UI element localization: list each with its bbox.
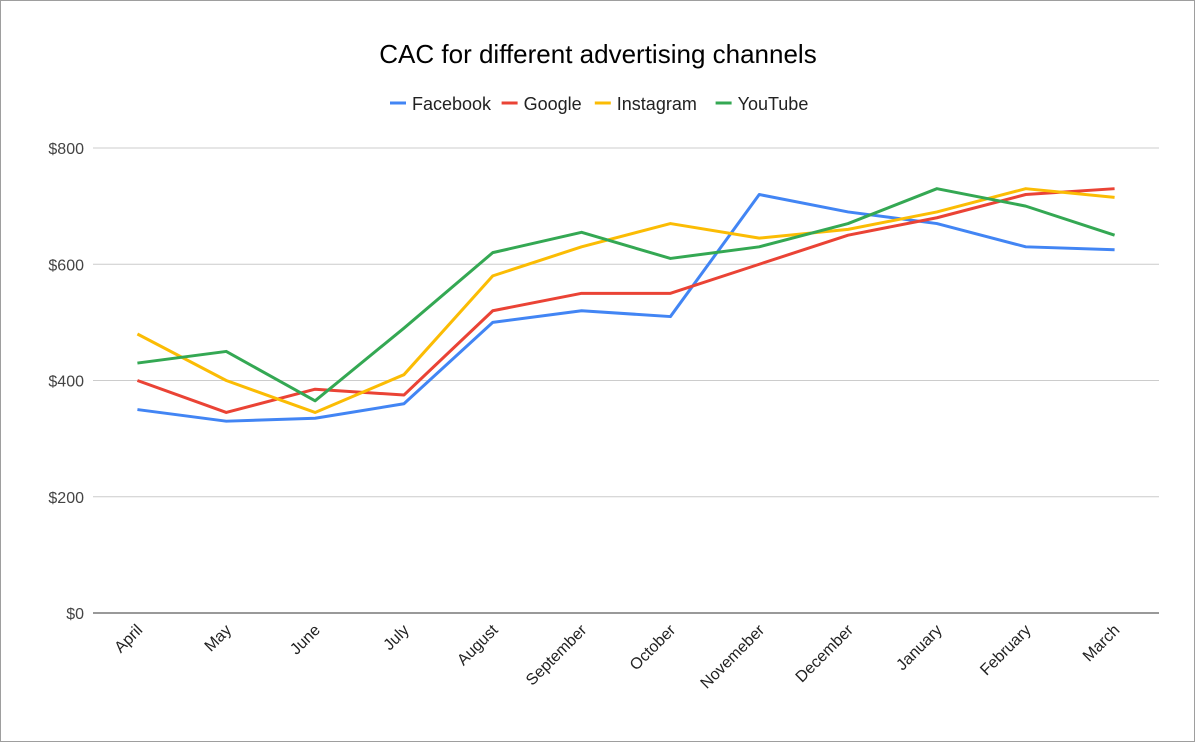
chart-title: CAC for different advertising channels xyxy=(379,39,816,69)
y-tick-label: $800 xyxy=(48,141,84,158)
series-line-instagram xyxy=(136,187,1115,414)
x-tick-label: July xyxy=(381,622,413,654)
legend-label: Instagram xyxy=(617,94,697,114)
legend-label: YouTube xyxy=(738,94,809,114)
x-tick-label: August xyxy=(454,621,502,669)
series-line-google xyxy=(136,187,1115,414)
x-tick-label: May xyxy=(202,622,235,655)
legend: Facebook Google Instagram YouTube xyxy=(390,94,808,114)
series-line-youtube xyxy=(137,187,1116,403)
x-tick-label: February xyxy=(977,622,1034,679)
x-tick-label: Novemeber xyxy=(698,621,769,692)
x-tick-label: December xyxy=(793,621,858,686)
y-tick-label: $400 xyxy=(48,374,84,391)
y-tick-label: $600 xyxy=(48,257,84,274)
x-axis: April May June July August September October No… xyxy=(112,621,1124,692)
y-tick-label: $200 xyxy=(48,490,84,507)
x-tick-label: January xyxy=(893,622,945,674)
series-lines xyxy=(136,187,1116,423)
x-tick-label: September xyxy=(523,621,591,689)
y-axis: $0 $200 $400 $600 $800 xyxy=(48,141,84,623)
x-tick-label: April xyxy=(112,622,147,657)
series-line-facebook xyxy=(137,193,1115,423)
legend-label: Google xyxy=(524,94,582,114)
y-tick-label: $0 xyxy=(66,606,84,623)
x-tick-label: March xyxy=(1080,622,1123,665)
legend-label: Facebook xyxy=(412,94,492,114)
x-tick-label: June xyxy=(287,622,324,659)
gridlines xyxy=(93,147,1159,614)
x-tick-label: October xyxy=(627,621,680,674)
